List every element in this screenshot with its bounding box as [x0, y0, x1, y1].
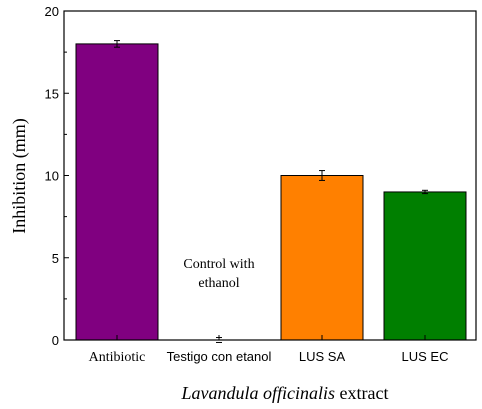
category-label-1: Testigo con etanol: [167, 349, 272, 364]
x-axis-label-italic: Lavandula officinalis: [181, 383, 336, 403]
y-axis-label: Inhibition (mm): [9, 118, 30, 234]
annotation-line-2: ethanol: [198, 276, 239, 291]
y-tick-label-2: 10: [45, 169, 59, 184]
x-axis-label: Lavandula officinalis extract: [181, 383, 389, 403]
bars: [75, 43, 467, 341]
bar-2: [280, 175, 364, 341]
category-label-0: Antibiotic: [89, 350, 146, 365]
bar-3: [383, 191, 467, 341]
x-axis-label-rest: extract: [335, 383, 388, 403]
y-tick-label-3: 15: [45, 86, 59, 101]
y-tick-label-1: 5: [52, 251, 59, 266]
plot-frame: [63, 10, 477, 341]
bar-0: [75, 43, 159, 341]
category-label-3: LUS EC: [402, 349, 449, 364]
y-tick-label-4: 20: [45, 4, 59, 19]
error-bars: [114, 40, 428, 343]
category-label-2: LUS SA: [299, 349, 346, 364]
category-labels: Antibiotic Testigo con etanol LUS SA LUS EC: [89, 335, 449, 365]
y-tick-label-0: 0: [52, 333, 59, 348]
annotation-line-1: Control with: [183, 257, 254, 272]
